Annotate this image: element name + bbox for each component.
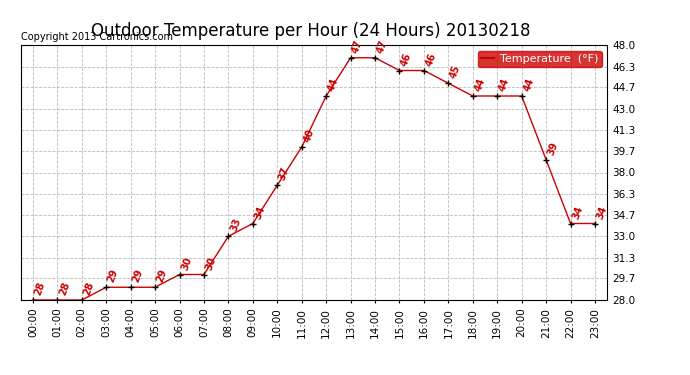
Text: 44: 44 [326, 77, 340, 93]
Text: 29: 29 [155, 268, 169, 284]
Text: 46: 46 [424, 51, 438, 68]
Text: 40: 40 [302, 128, 316, 144]
Text: 39: 39 [546, 141, 560, 157]
Text: 33: 33 [228, 217, 242, 233]
Text: 29: 29 [130, 268, 145, 284]
Text: 28: 28 [82, 280, 96, 297]
Text: Outdoor Temperature per Hour (24 Hours) 20130218: Outdoor Temperature per Hour (24 Hours) … [91, 22, 530, 40]
Text: 28: 28 [33, 280, 47, 297]
Text: 37: 37 [277, 166, 291, 182]
Text: 47: 47 [351, 39, 364, 55]
Text: 34: 34 [253, 204, 267, 220]
Text: 44: 44 [473, 77, 487, 93]
Text: 44: 44 [497, 77, 511, 93]
Text: 34: 34 [595, 204, 609, 220]
Text: 44: 44 [522, 77, 535, 93]
Legend: Temperature  (°F): Temperature (°F) [477, 51, 602, 67]
Text: 28: 28 [57, 280, 71, 297]
Text: 47: 47 [375, 39, 389, 55]
Text: 45: 45 [448, 64, 462, 80]
Text: 30: 30 [179, 255, 194, 272]
Text: 34: 34 [571, 204, 584, 220]
Text: Copyright 2013 Cartronics.com: Copyright 2013 Cartronics.com [21, 33, 172, 42]
Text: 30: 30 [204, 255, 218, 272]
Text: 29: 29 [106, 268, 120, 284]
Text: 46: 46 [400, 51, 413, 68]
